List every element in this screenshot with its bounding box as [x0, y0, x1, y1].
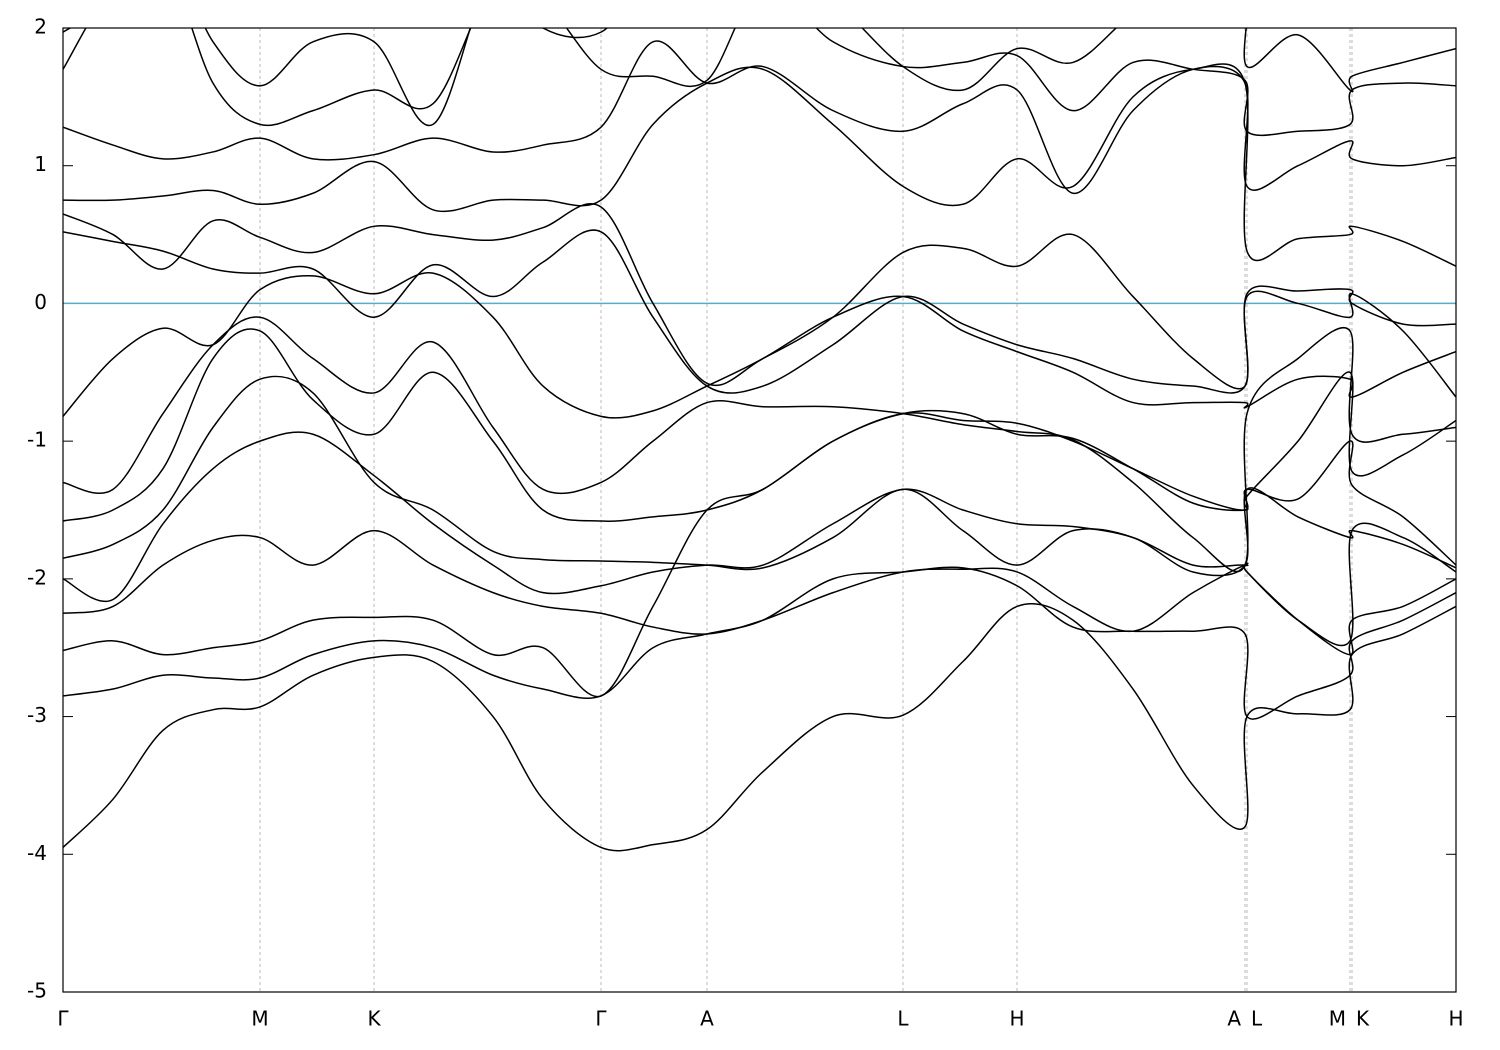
x-tick-label: Γ — [595, 1007, 607, 1031]
x-tick-label: K — [367, 1007, 381, 1031]
x-tick-label: H — [1009, 1007, 1024, 1031]
band-line — [63, 28, 1456, 127]
y-tick-label: 1 — [34, 152, 47, 176]
y-tick-label: -5 — [27, 979, 47, 1003]
band-line — [63, 272, 1456, 419]
y-tick-label: 0 — [34, 290, 47, 314]
bands — [63, 28, 1456, 852]
band-line — [63, 602, 1456, 852]
band-line — [63, 229, 1456, 398]
plot-frame — [62, 27, 1457, 993]
band-line — [63, 63, 1456, 267]
x-tick-label: A — [1227, 1007, 1241, 1031]
x-tick-label: L — [1251, 1007, 1263, 1031]
x-tick-label: H — [1448, 1007, 1463, 1031]
y-tick-label: -3 — [27, 703, 47, 727]
band-line — [63, 28, 1456, 137]
x-tick-label: K — [1356, 1007, 1370, 1031]
y-tick-label: -2 — [27, 565, 47, 589]
x-tick-label: M — [251, 1007, 268, 1031]
x-tick-label: L — [897, 1007, 909, 1031]
y-tick-label: -4 — [27, 841, 47, 865]
x-tick-label: A — [700, 1007, 714, 1031]
x-tick-label: Γ — [57, 1007, 69, 1031]
band-line — [63, 328, 1456, 522]
y-tick-label: -1 — [27, 428, 47, 452]
band-line — [63, 316, 1456, 573]
band-line — [63, 566, 1456, 720]
band-line — [63, 431, 1456, 647]
band-line — [63, 203, 1456, 390]
y-tick-label: 2 — [34, 15, 47, 39]
band-line — [63, 40, 1456, 195]
band-line — [63, 375, 1456, 577]
x-tick-label: M — [1329, 1007, 1346, 1031]
